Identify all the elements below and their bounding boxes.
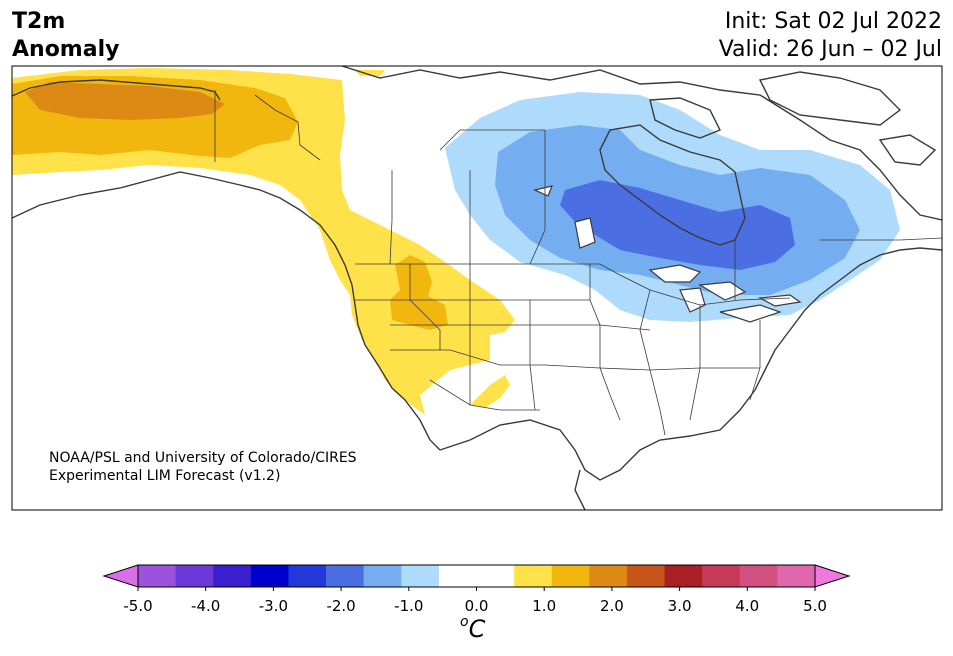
forecast-dates: Init: Sat 02 Jul 2022 Valid: 26 Jun – 02…	[719, 8, 942, 64]
colorbar-cell	[288, 565, 327, 587]
colorbar-tick-label: -3.0	[259, 597, 288, 615]
colorbar-right-arrow	[814, 564, 851, 588]
credit-line-1: NOAA/PSL and University of Colorado/CIRE…	[49, 450, 357, 466]
colorbar-tick-label: 3.0	[668, 597, 692, 615]
colorbar-tick-label: -5.0	[123, 597, 152, 615]
credit-line-2: Experimental LIM Forecast (v1.2)	[49, 468, 281, 484]
init-date: Init: Sat 02 Jul 2022	[724, 9, 942, 34]
colorbar-cell	[438, 565, 478, 587]
colorbar-cell	[551, 565, 590, 587]
warm-anomaly-rockies	[390, 255, 448, 330]
colorbar-cell	[401, 565, 440, 587]
unit-degree: o	[460, 614, 469, 630]
colorbar-cell	[476, 565, 515, 587]
warm-anomaly-southwest	[470, 375, 510, 408]
colorbar-cell	[175, 565, 214, 587]
warm-anomaly-west	[12, 68, 515, 415]
colorbar-tick-label: -4.0	[191, 597, 220, 615]
map-frame	[11, 65, 943, 511]
forecast-credit: NOAA/PSL and University of Colorado/CIRE…	[49, 449, 357, 485]
political-borders	[214, 90, 942, 436]
coastlines	[12, 66, 942, 510]
colorbar-cell	[326, 565, 365, 587]
colorbar-cell	[138, 565, 177, 587]
colorbar-tick-label: 0.0	[465, 597, 489, 615]
colorbar-cell	[363, 565, 402, 587]
colorbar-cell	[250, 565, 290, 587]
colorbar-cell	[664, 565, 703, 587]
cool-anomaly-core	[560, 180, 795, 270]
title-line-2: Anomaly	[12, 37, 120, 62]
colorbar-tick-label: 1.0	[532, 597, 556, 615]
colorbar-cell	[589, 565, 628, 587]
colorbar-tick-label: 2.0	[600, 597, 624, 615]
warm-anomaly-alaska-peak	[25, 82, 225, 120]
colorbar-cell	[702, 565, 741, 587]
colorbar-cell	[213, 565, 252, 587]
colorbar-tick-label: 4.0	[735, 597, 759, 615]
colorbar-unit: oC	[460, 614, 486, 643]
colorbar-tick-label: -1.0	[394, 597, 423, 615]
warm-anomaly-yukon	[355, 70, 385, 76]
title-line-1: T2m	[12, 9, 66, 34]
colorbar-left-arrow	[102, 564, 139, 588]
map-title: T2m Anomaly	[12, 8, 119, 64]
colorbar-cell	[514, 565, 553, 587]
valid-range: Valid: 26 Jun – 02 Jul	[718, 37, 942, 62]
great-lakes	[533, 185, 802, 323]
colorbar-cell	[777, 565, 816, 587]
colorbar-cell	[626, 565, 666, 587]
colorbar-tick-label: -2.0	[326, 597, 355, 615]
colorbar-tick-label: 5.0	[803, 597, 827, 615]
unit-letter: C	[468, 615, 486, 643]
colorbar-cell	[739, 565, 778, 587]
